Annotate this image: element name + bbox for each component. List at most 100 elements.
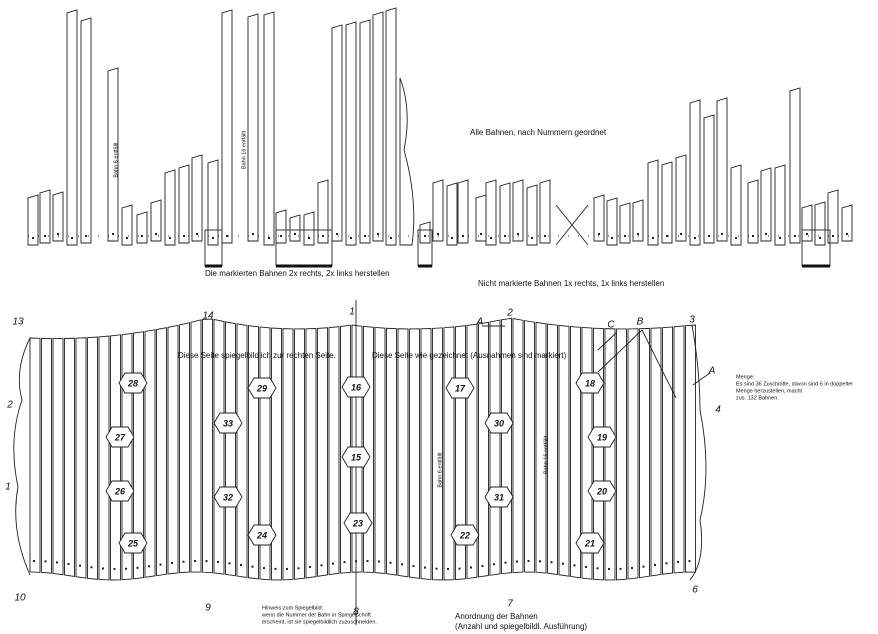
vertical-note: Bahn 16 entfällt [241,130,247,169]
strip-dot [608,567,610,570]
panel-dot [71,237,73,239]
strip [144,329,156,578]
panel-hexagon [247,377,277,399]
panel [730,164,742,246]
strip [512,318,524,573]
strip-dot [274,567,277,570]
panel [814,201,826,246]
panel-dot [57,233,59,235]
strip [524,320,535,573]
strip [397,328,409,578]
strip-dot [67,562,70,565]
cross [555,204,589,246]
panel-dot [364,235,366,237]
strip [409,328,420,579]
panel [150,199,162,242]
panel [457,179,469,244]
point-label: 8 [353,607,359,618]
panel-dot [226,235,228,237]
panel-hexagon [213,486,243,508]
strip [650,327,662,577]
panel [593,194,605,242]
panel-dot [112,233,114,235]
point-label: 13 [12,317,24,328]
panel-number: 22 [459,530,470,540]
strip-dot [619,567,622,570]
panel-dot [531,237,533,239]
panel [191,154,203,242]
panel-number: 15 [351,452,362,462]
panel [221,9,233,244]
panel [107,67,119,242]
panel-dot [490,237,492,239]
panel [289,214,301,242]
strip [328,326,340,576]
strip [432,327,443,581]
text-line: wenn die Nummer der Bahn in Spiegelschri… [261,612,371,618]
strip-dot [217,560,219,563]
panel [359,19,371,244]
strip [673,325,685,574]
strip [75,337,87,579]
strip-dot [136,566,139,569]
panel-number: 17 [455,383,466,393]
strip-dot [550,561,553,564]
panel-dot [212,237,214,239]
point-label: 2 [6,400,13,411]
panel-hexagon [450,524,480,546]
strip-dot [585,566,587,569]
panel-hexagon [445,377,475,399]
strip [374,326,386,575]
panel [247,13,259,242]
panel-dot [735,237,737,239]
panel-hexagon [484,412,514,434]
vertical-note: Bahn 6 entfällt [113,142,119,178]
strip [662,326,673,575]
panel [801,204,813,242]
text-line: Hinweis zum Spiegelbild: [262,605,324,611]
strip [305,328,317,579]
strip-dot [33,560,35,562]
left-note: Diese Seite spiegelbildlich zur rechten … [178,351,336,360]
panel [432,179,444,242]
panel [345,21,357,246]
strip [156,327,167,577]
strip-dot [389,561,392,564]
strip-dot [44,560,47,563]
strip-dot [539,560,541,563]
unmarked-note: Nicht markierte Bahnen 1x rechts, 1x lin… [478,279,664,288]
quantity-note: Menge: Es sind 36 Zuschnitte, davon sind… [736,374,853,401]
strip-dot [527,560,530,563]
panel-dot [268,237,270,239]
panel-dot [196,233,198,235]
strip [64,337,75,577]
strip-dot [481,564,484,567]
strip-dot [320,564,323,567]
strip-dot [102,567,104,570]
panel-number: 16 [351,382,362,392]
panel [789,87,801,244]
panel [399,77,415,246]
strip [110,334,121,581]
panel-number: 26 [114,486,126,496]
panel-dot [183,235,185,237]
panel [207,159,219,246]
panel [774,164,786,246]
point-label: 6 [692,585,698,596]
strip-dot [148,565,150,568]
panel-hexagon [587,426,617,448]
panel [606,197,618,246]
letter-label: A [476,317,484,328]
strip [236,323,248,579]
right-edge [689,324,707,581]
letter-label: B [637,317,644,328]
panel-dot [141,235,143,237]
strip-dot [297,567,300,570]
strip [98,335,110,581]
strip [420,328,432,581]
panel-dot [308,237,310,239]
strip [535,321,547,574]
strip-dot [562,562,564,565]
